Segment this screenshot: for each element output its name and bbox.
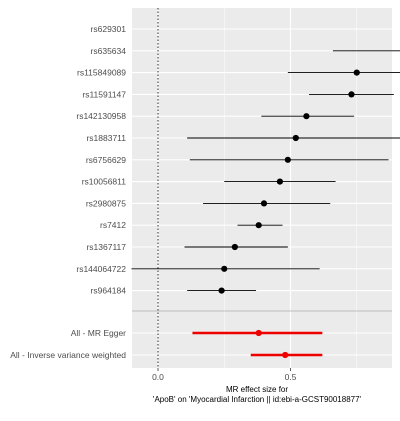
snp-label: rs144064722 <box>76 264 126 274</box>
snp-point <box>303 113 310 120</box>
snp-point <box>353 69 360 76</box>
summary-label: All - Inverse variance weighted <box>10 350 126 360</box>
snp-label: rs964184 <box>91 286 127 296</box>
snp-label: rs2980875 <box>86 198 126 208</box>
summary-label: All - MR Egger <box>71 328 126 338</box>
snp-label: rs635634 <box>91 46 127 56</box>
plot-panel <box>132 8 392 368</box>
snp-point <box>348 91 355 98</box>
snp-label: rs629301 <box>91 24 127 34</box>
snp-label: rs11591147 <box>82 89 126 99</box>
snp-label: rs10056811 <box>82 177 127 187</box>
x-axis: 0.00.51.01.5 <box>152 368 297 382</box>
summary-point <box>282 351 289 359</box>
x-tick-label: 0.0 <box>152 372 164 382</box>
summary-point <box>255 329 262 337</box>
snp-label: rs6756629 <box>86 155 126 165</box>
snp-point <box>276 178 283 185</box>
snp-label: rs1367117 <box>86 242 126 252</box>
x-tick-label: 0.5 <box>285 372 297 382</box>
snp-label: rs115849089 <box>77 68 126 78</box>
snp-point <box>284 156 291 163</box>
snp-label: rs1883711 <box>86 133 126 143</box>
snp-point <box>255 222 262 229</box>
snp-point <box>231 243 238 251</box>
x-axis-title-line-1: MR effect size for <box>226 385 288 394</box>
y-axis-labels: rs629301 rs635634 rs115849089 rs11591147 rs1… <box>10 24 126 360</box>
snp-label: rs7412 <box>100 220 126 230</box>
estimates-layer <box>131 50 400 359</box>
snp-label: rs142130958 <box>76 111 126 121</box>
snp-point <box>260 200 268 207</box>
snp-point <box>221 265 228 272</box>
x-axis-title-line-2: 'ApoB' on 'Myocardial Infarction || id:e… <box>153 395 362 404</box>
snp-point <box>292 134 299 142</box>
snp-point <box>218 287 225 294</box>
